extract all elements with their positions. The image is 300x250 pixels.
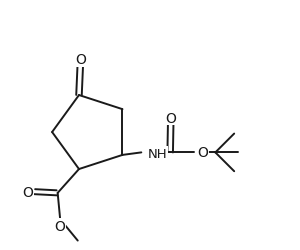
Text: O: O xyxy=(75,53,86,67)
Text: O: O xyxy=(197,146,208,160)
Text: O: O xyxy=(55,219,66,232)
Text: NH: NH xyxy=(148,148,167,160)
Text: O: O xyxy=(165,111,176,125)
Text: O: O xyxy=(22,185,33,199)
